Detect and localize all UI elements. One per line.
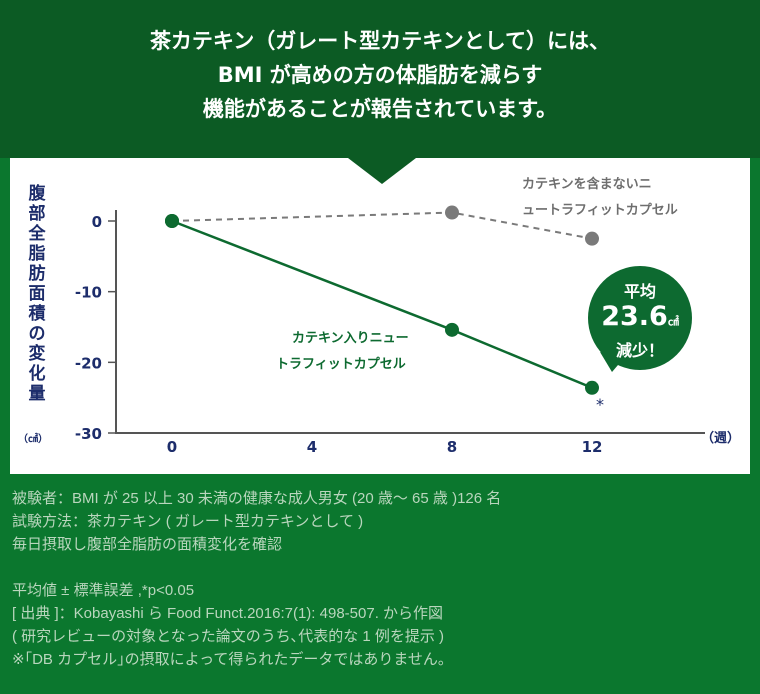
data-point bbox=[585, 231, 599, 246]
footnote-line: ※｢DB カプセル｣の摂取によって得られたデータではありません。 bbox=[12, 651, 453, 668]
bubble-top: 平均 bbox=[623, 282, 656, 301]
label-line: カテキンを含まないニ bbox=[522, 177, 652, 192]
label-line: トラフィットカプセル bbox=[276, 357, 406, 372]
data-point bbox=[165, 214, 179, 228]
footnote-line: 試験方法：茶カテキン ( ガレート型カテキンとして ) bbox=[12, 513, 364, 530]
y-axis-unit: （㎠） bbox=[18, 434, 48, 445]
significance-mark: * bbox=[596, 395, 604, 414]
y-tick-label: 0 bbox=[92, 213, 102, 231]
headline-line: BMI が高めの方の体脂肪を減らす bbox=[217, 63, 543, 87]
average-reduction-bubble: 平均 23.6㎠ 減少！ bbox=[588, 266, 692, 370]
headline-line: 機能があることが報告されています。 bbox=[202, 97, 558, 121]
bubble-value: 23.6 bbox=[601, 301, 668, 332]
y-tick-label: -30 bbox=[75, 425, 102, 443]
footnote-line: 被験者：BMI が 25 以上 30 未満の健康な成人男女 (20 歳～ 65 … bbox=[12, 490, 502, 507]
footnote-line: ( 研究レビューの対象となった論文のうち､代表的な 1 例を提示 ) bbox=[12, 628, 445, 645]
footnote-line bbox=[12, 556, 501, 579]
series-label-catechin: カテキン入りニュートラフィットカプセル bbox=[276, 326, 409, 378]
series-label-placebo: カテキンを含まないニュートラフィットカプセル bbox=[522, 172, 678, 224]
x-tick-label: 12 bbox=[582, 438, 603, 456]
x-tick-label: 0 bbox=[167, 438, 177, 456]
data-point bbox=[585, 380, 599, 395]
headline-line: 茶カテキン（ガレート型カテキンとして）には、 bbox=[149, 29, 611, 53]
x-axis-unit: （週） bbox=[701, 430, 740, 446]
data-point bbox=[445, 322, 459, 337]
y-tick-label: -20 bbox=[75, 354, 102, 372]
x-tick-label: 8 bbox=[447, 438, 457, 456]
y-axis-label: 腹部全脂肪面積の変化量 bbox=[28, 184, 46, 404]
headline-banner: 茶カテキン（ガレート型カテキンとして）には、 BMI が高めの方の体脂肪を減らす… bbox=[0, 0, 760, 158]
footnote-line: 毎日摂取し腹部全脂肪の面積変化を確認 bbox=[12, 536, 283, 553]
label-line: カテキン入りニュー bbox=[292, 331, 409, 346]
x-tick-label: 4 bbox=[307, 438, 317, 456]
footnotes: 被験者：BMI が 25 以上 30 未満の健康な成人男女 (20 歳～ 65 … bbox=[12, 487, 501, 671]
label-line: ュートラフィットカプセル bbox=[522, 203, 678, 218]
data-point bbox=[445, 205, 459, 220]
footnote-line: 平均値 ± 標準誤差 ,*p<0.05 bbox=[12, 582, 195, 599]
bubble-unit: ㎠ bbox=[667, 315, 679, 328]
footnote-line: [ 出典 ]：Kobayashi ら Food Funct.2016:7(1):… bbox=[12, 605, 444, 622]
banner-pointer bbox=[348, 158, 416, 184]
y-tick-label: -10 bbox=[75, 284, 102, 302]
bubble-bottom: 減少！ bbox=[615, 341, 664, 360]
